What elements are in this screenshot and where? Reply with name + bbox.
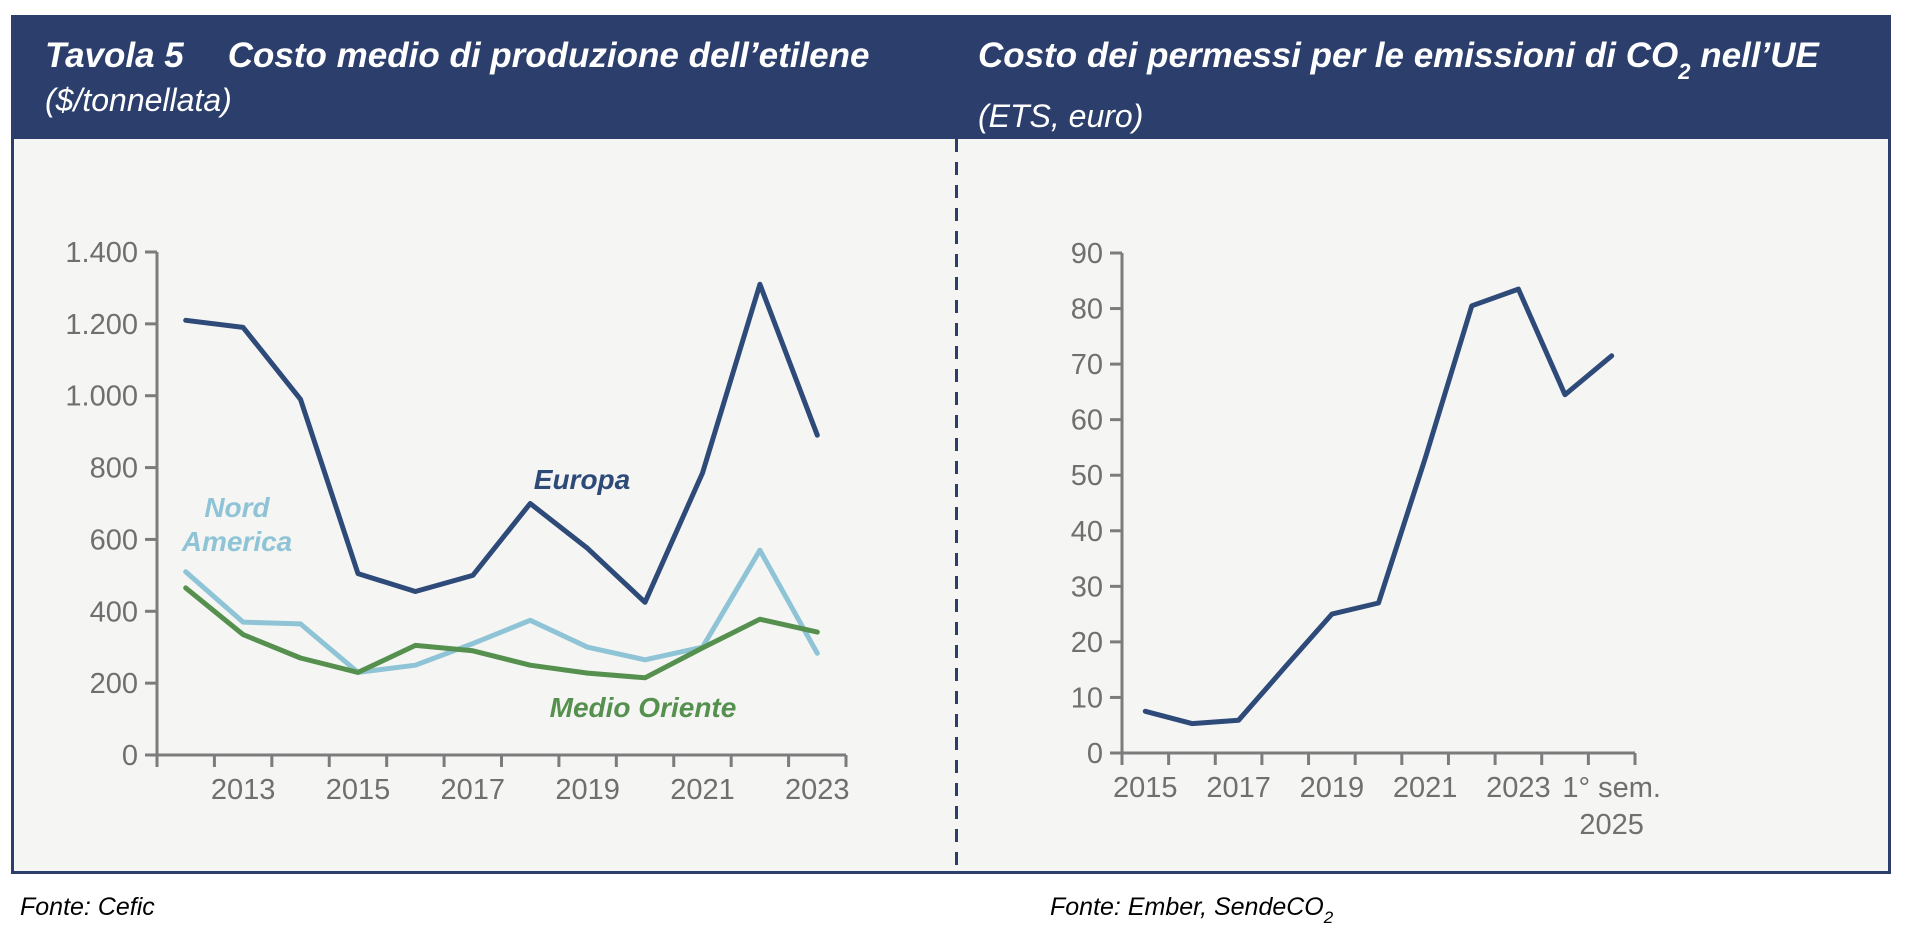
y-tick-label: 0 (122, 740, 138, 772)
y-tick-label: 800 (90, 453, 138, 485)
series-line-nord-america (183, 547, 820, 675)
left-chart-subtitle: ($/tonnellata) (45, 82, 232, 118)
series-line-europa (183, 281, 820, 605)
y-tick-label: 10 (1071, 682, 1103, 714)
x-tick-label: 2023 (785, 774, 850, 806)
left-chart-header: Tavola 5 Costo medio di produzione dell’e… (45, 32, 870, 121)
y-tick-label: 1.000 (65, 381, 138, 413)
right-chart-title: Costo dei permessi per le emissioni di C… (978, 36, 1819, 84)
y-tick-label: 600 (90, 524, 138, 556)
figure-tavola-5: Tavola 5 Costo medio di produzione dell’e… (11, 15, 1891, 874)
series-line-medio-oriente (183, 585, 820, 681)
y-tick-label: 40 (1071, 516, 1103, 548)
x-tick-label: 2017 (1206, 772, 1271, 804)
chart-divider-dashed-line (955, 139, 958, 871)
y-tick-label: 50 (1071, 460, 1103, 492)
x-tick-label: 2019 (1300, 772, 1365, 804)
source-left: Fonte: Cefic (20, 893, 155, 921)
x-tick-label: 2025 (1579, 809, 1644, 841)
y-tick-label: 200 (90, 668, 138, 700)
series-line-ets (1142, 286, 1615, 727)
x-tick-label: 2019 (555, 774, 620, 806)
figure-tag: Tavola 5 (45, 36, 184, 75)
y-tick-label: 60 (1071, 405, 1103, 437)
y-tick-label: 30 (1071, 571, 1103, 603)
series-label-nord-america: America (181, 526, 293, 557)
series-label-nord-america: Nord (204, 492, 270, 523)
ethylene-cost-chart: 0 200 400 600 800 1.000 1.200 1.400 2013 2015 2017… (65, 237, 850, 806)
right-chart-header: Costo dei permessi per le emissioni di C… (978, 32, 1819, 137)
left-chart-title-line: Tavola 5 Costo medio di produzione dell’e… (45, 32, 870, 79)
right-chart-subtitle: (ETS, euro) (978, 98, 1144, 134)
y-tick-label: 70 (1071, 349, 1103, 381)
x-tick-label: 2013 (211, 774, 276, 806)
axis (1120, 253, 1635, 755)
x-tick-label: 2023 (1486, 772, 1551, 804)
y-tick-label: 1.200 (65, 309, 138, 341)
x-tick-label: 2017 (441, 774, 506, 806)
x-tick-label: 2015 (1113, 772, 1178, 804)
y-tick-label: 80 (1071, 294, 1103, 326)
y-tick-label: 90 (1071, 238, 1103, 270)
x-tick-label: 2021 (670, 774, 735, 806)
y-tick-label: 1.400 (65, 237, 138, 269)
ets-permit-cost-chart: 0 10 20 30 40 50 60 70 80 90 2015 2017 2019 2021 2023 1… (1071, 238, 1661, 841)
x-tick-label: 2015 (326, 774, 391, 806)
source-right: Fonte: Ember, SendeCO2 (1050, 893, 1334, 927)
series-label-europa: Europa (534, 464, 630, 495)
x-tick-label: 2021 (1393, 772, 1458, 804)
y-tick-label: 0 (1087, 738, 1103, 770)
y-tick-label: 400 (90, 596, 138, 628)
left-chart-title: Costo medio di produzione dell’etilene (227, 36, 870, 75)
source-co2-subscript: 2 (1323, 908, 1334, 927)
y-tick-label: 20 (1071, 627, 1103, 659)
x-tick-label: 1° sem. (1562, 772, 1661, 804)
co2-subscript: 2 (1678, 59, 1691, 84)
series-label-medio-oriente: Medio Oriente (550, 692, 737, 723)
figure-header: Tavola 5 Costo medio di produzione dell’e… (11, 15, 1891, 139)
